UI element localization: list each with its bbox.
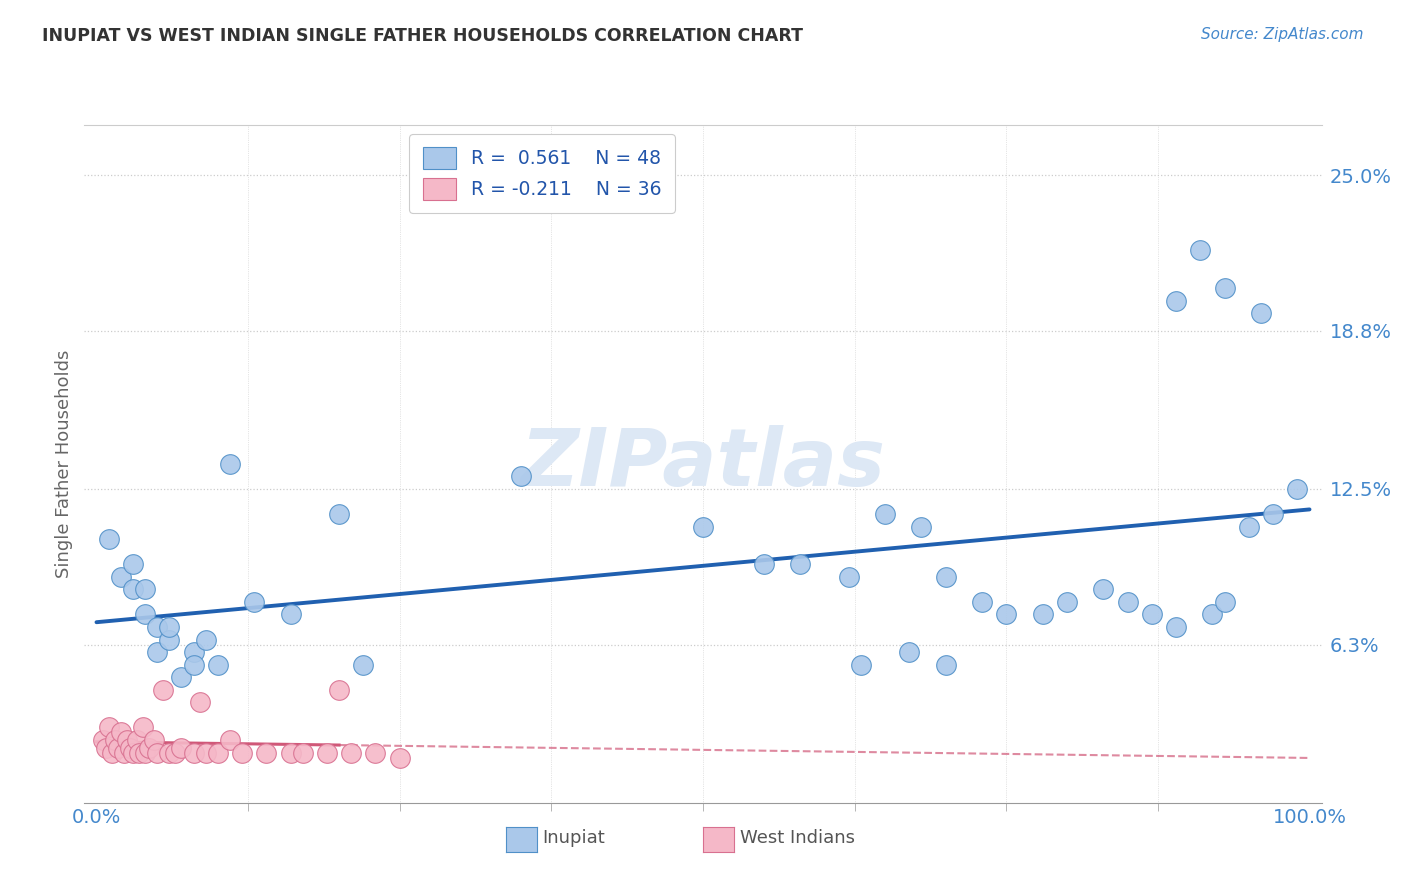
Point xyxy=(183,645,205,659)
Point xyxy=(1213,281,1236,295)
Point xyxy=(97,532,120,546)
Point xyxy=(112,746,135,760)
Point xyxy=(146,645,169,659)
Legend: R =  0.561    N = 48, R = -0.211    N = 36: R = 0.561 N = 48, R = -0.211 N = 36 xyxy=(409,135,675,213)
Point xyxy=(328,507,350,521)
Point xyxy=(910,519,932,533)
Point xyxy=(157,620,180,634)
Point xyxy=(122,558,145,572)
Point xyxy=(340,746,363,760)
Point xyxy=(1116,595,1139,609)
Point xyxy=(789,558,811,572)
Point xyxy=(1056,595,1078,609)
Point xyxy=(291,746,314,760)
Point xyxy=(219,457,242,471)
Point xyxy=(692,519,714,533)
Point xyxy=(316,746,339,760)
Point xyxy=(243,595,266,609)
Point xyxy=(104,733,127,747)
Point xyxy=(120,740,142,755)
Point xyxy=(122,582,145,597)
Point xyxy=(1032,607,1054,622)
Point xyxy=(183,657,205,672)
Point xyxy=(125,733,148,747)
Point xyxy=(170,670,193,684)
Point xyxy=(280,746,302,760)
Point xyxy=(1213,595,1236,609)
Text: West Indians: West Indians xyxy=(740,830,855,847)
Point xyxy=(849,657,872,672)
Point xyxy=(995,607,1018,622)
Point xyxy=(254,746,277,760)
Point xyxy=(1261,507,1284,521)
Point xyxy=(134,582,156,597)
Point xyxy=(107,740,129,755)
Point xyxy=(970,595,993,609)
Point xyxy=(280,607,302,622)
Point xyxy=(97,721,120,735)
Point xyxy=(134,746,156,760)
Point xyxy=(194,632,217,647)
Point xyxy=(510,469,533,483)
Point xyxy=(838,570,860,584)
Point xyxy=(752,558,775,572)
Point xyxy=(157,632,180,647)
Point xyxy=(115,733,138,747)
Point xyxy=(1201,607,1223,622)
Point xyxy=(1250,306,1272,320)
Point xyxy=(207,657,229,672)
Point xyxy=(96,740,118,755)
Point xyxy=(388,750,411,764)
Point xyxy=(873,507,896,521)
Point xyxy=(138,740,160,755)
Point xyxy=(131,721,153,735)
Point xyxy=(128,746,150,760)
Point xyxy=(1164,293,1187,308)
Point xyxy=(110,725,132,739)
Point xyxy=(157,746,180,760)
Point xyxy=(146,746,169,760)
Point xyxy=(219,733,242,747)
Point xyxy=(352,657,374,672)
Point xyxy=(142,733,165,747)
Y-axis label: Single Father Households: Single Father Households xyxy=(55,350,73,578)
Text: ZIPatlas: ZIPatlas xyxy=(520,425,886,503)
Point xyxy=(101,746,124,760)
Point xyxy=(146,620,169,634)
Point xyxy=(1286,482,1309,496)
Point xyxy=(364,746,387,760)
Point xyxy=(122,746,145,760)
Point xyxy=(183,746,205,760)
Point xyxy=(328,682,350,697)
Point xyxy=(1237,519,1260,533)
Point xyxy=(194,746,217,760)
Text: Source: ZipAtlas.com: Source: ZipAtlas.com xyxy=(1201,27,1364,42)
Point xyxy=(170,740,193,755)
Point xyxy=(1140,607,1163,622)
Text: INUPIAT VS WEST INDIAN SINGLE FATHER HOUSEHOLDS CORRELATION CHART: INUPIAT VS WEST INDIAN SINGLE FATHER HOU… xyxy=(42,27,803,45)
Point xyxy=(1164,620,1187,634)
Point xyxy=(898,645,921,659)
Point xyxy=(165,746,187,760)
Point xyxy=(134,607,156,622)
Point xyxy=(1092,582,1115,597)
Point xyxy=(935,570,957,584)
Point xyxy=(91,733,114,747)
Point xyxy=(110,570,132,584)
Point xyxy=(207,746,229,760)
Point xyxy=(231,746,253,760)
Point xyxy=(1189,244,1212,258)
Text: Inupiat: Inupiat xyxy=(543,830,606,847)
Point xyxy=(935,657,957,672)
Point xyxy=(188,695,211,709)
Point xyxy=(152,682,174,697)
